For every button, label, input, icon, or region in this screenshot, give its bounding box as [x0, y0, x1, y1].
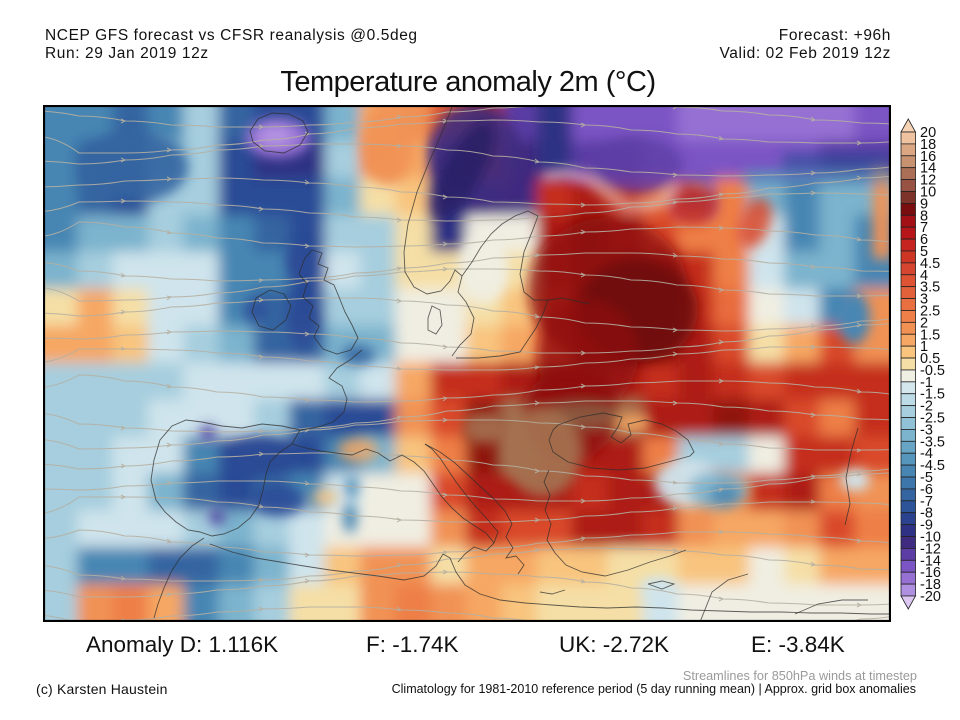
- svg-text:2.5: 2.5: [920, 303, 940, 319]
- svg-text:-16: -16: [920, 565, 941, 581]
- svg-text:-20: -20: [920, 589, 941, 605]
- svg-text:7: 7: [920, 220, 928, 236]
- svg-text:20: 20: [920, 125, 936, 141]
- svg-text:-8: -8: [920, 506, 933, 522]
- svg-text:-10: -10: [920, 530, 941, 546]
- svg-text:3: 3: [920, 292, 928, 308]
- svg-text:-12: -12: [920, 541, 941, 557]
- svg-text:-3: -3: [920, 422, 933, 438]
- svg-text:3.5: 3.5: [920, 280, 940, 296]
- svg-text:9: 9: [920, 196, 928, 212]
- svg-text:10: 10: [920, 184, 936, 200]
- svg-text:12: 12: [920, 173, 936, 189]
- svg-text:-14: -14: [920, 553, 941, 569]
- svg-text:-0.5: -0.5: [920, 363, 945, 379]
- svg-text:-4.5: -4.5: [920, 458, 945, 474]
- svg-text:-6: -6: [920, 482, 933, 498]
- svg-text:-9: -9: [920, 518, 933, 534]
- svg-text:1.5: 1.5: [920, 327, 940, 343]
- svg-text:-3.5: -3.5: [920, 434, 945, 450]
- svg-text:-1.5: -1.5: [920, 387, 945, 403]
- svg-text:6: 6: [920, 232, 928, 248]
- svg-text:18: 18: [920, 137, 936, 153]
- svg-text:-2.5: -2.5: [920, 411, 945, 427]
- svg-text:-18: -18: [920, 577, 941, 593]
- svg-text:-5: -5: [920, 470, 933, 486]
- svg-text:16: 16: [920, 149, 936, 165]
- svg-text:4.5: 4.5: [920, 256, 940, 272]
- svg-text:-1: -1: [920, 375, 933, 391]
- svg-text:-4: -4: [920, 446, 933, 462]
- svg-text:1: 1: [920, 339, 928, 355]
- svg-text:-2: -2: [920, 399, 933, 415]
- svg-text:8: 8: [920, 208, 928, 224]
- svg-text:0.5: 0.5: [920, 351, 940, 367]
- svg-text:-7: -7: [920, 494, 933, 510]
- svg-text:5: 5: [920, 244, 928, 260]
- svg-text:14: 14: [920, 161, 936, 177]
- svg-text:2: 2: [920, 315, 928, 331]
- svg-text:4: 4: [920, 268, 928, 284]
